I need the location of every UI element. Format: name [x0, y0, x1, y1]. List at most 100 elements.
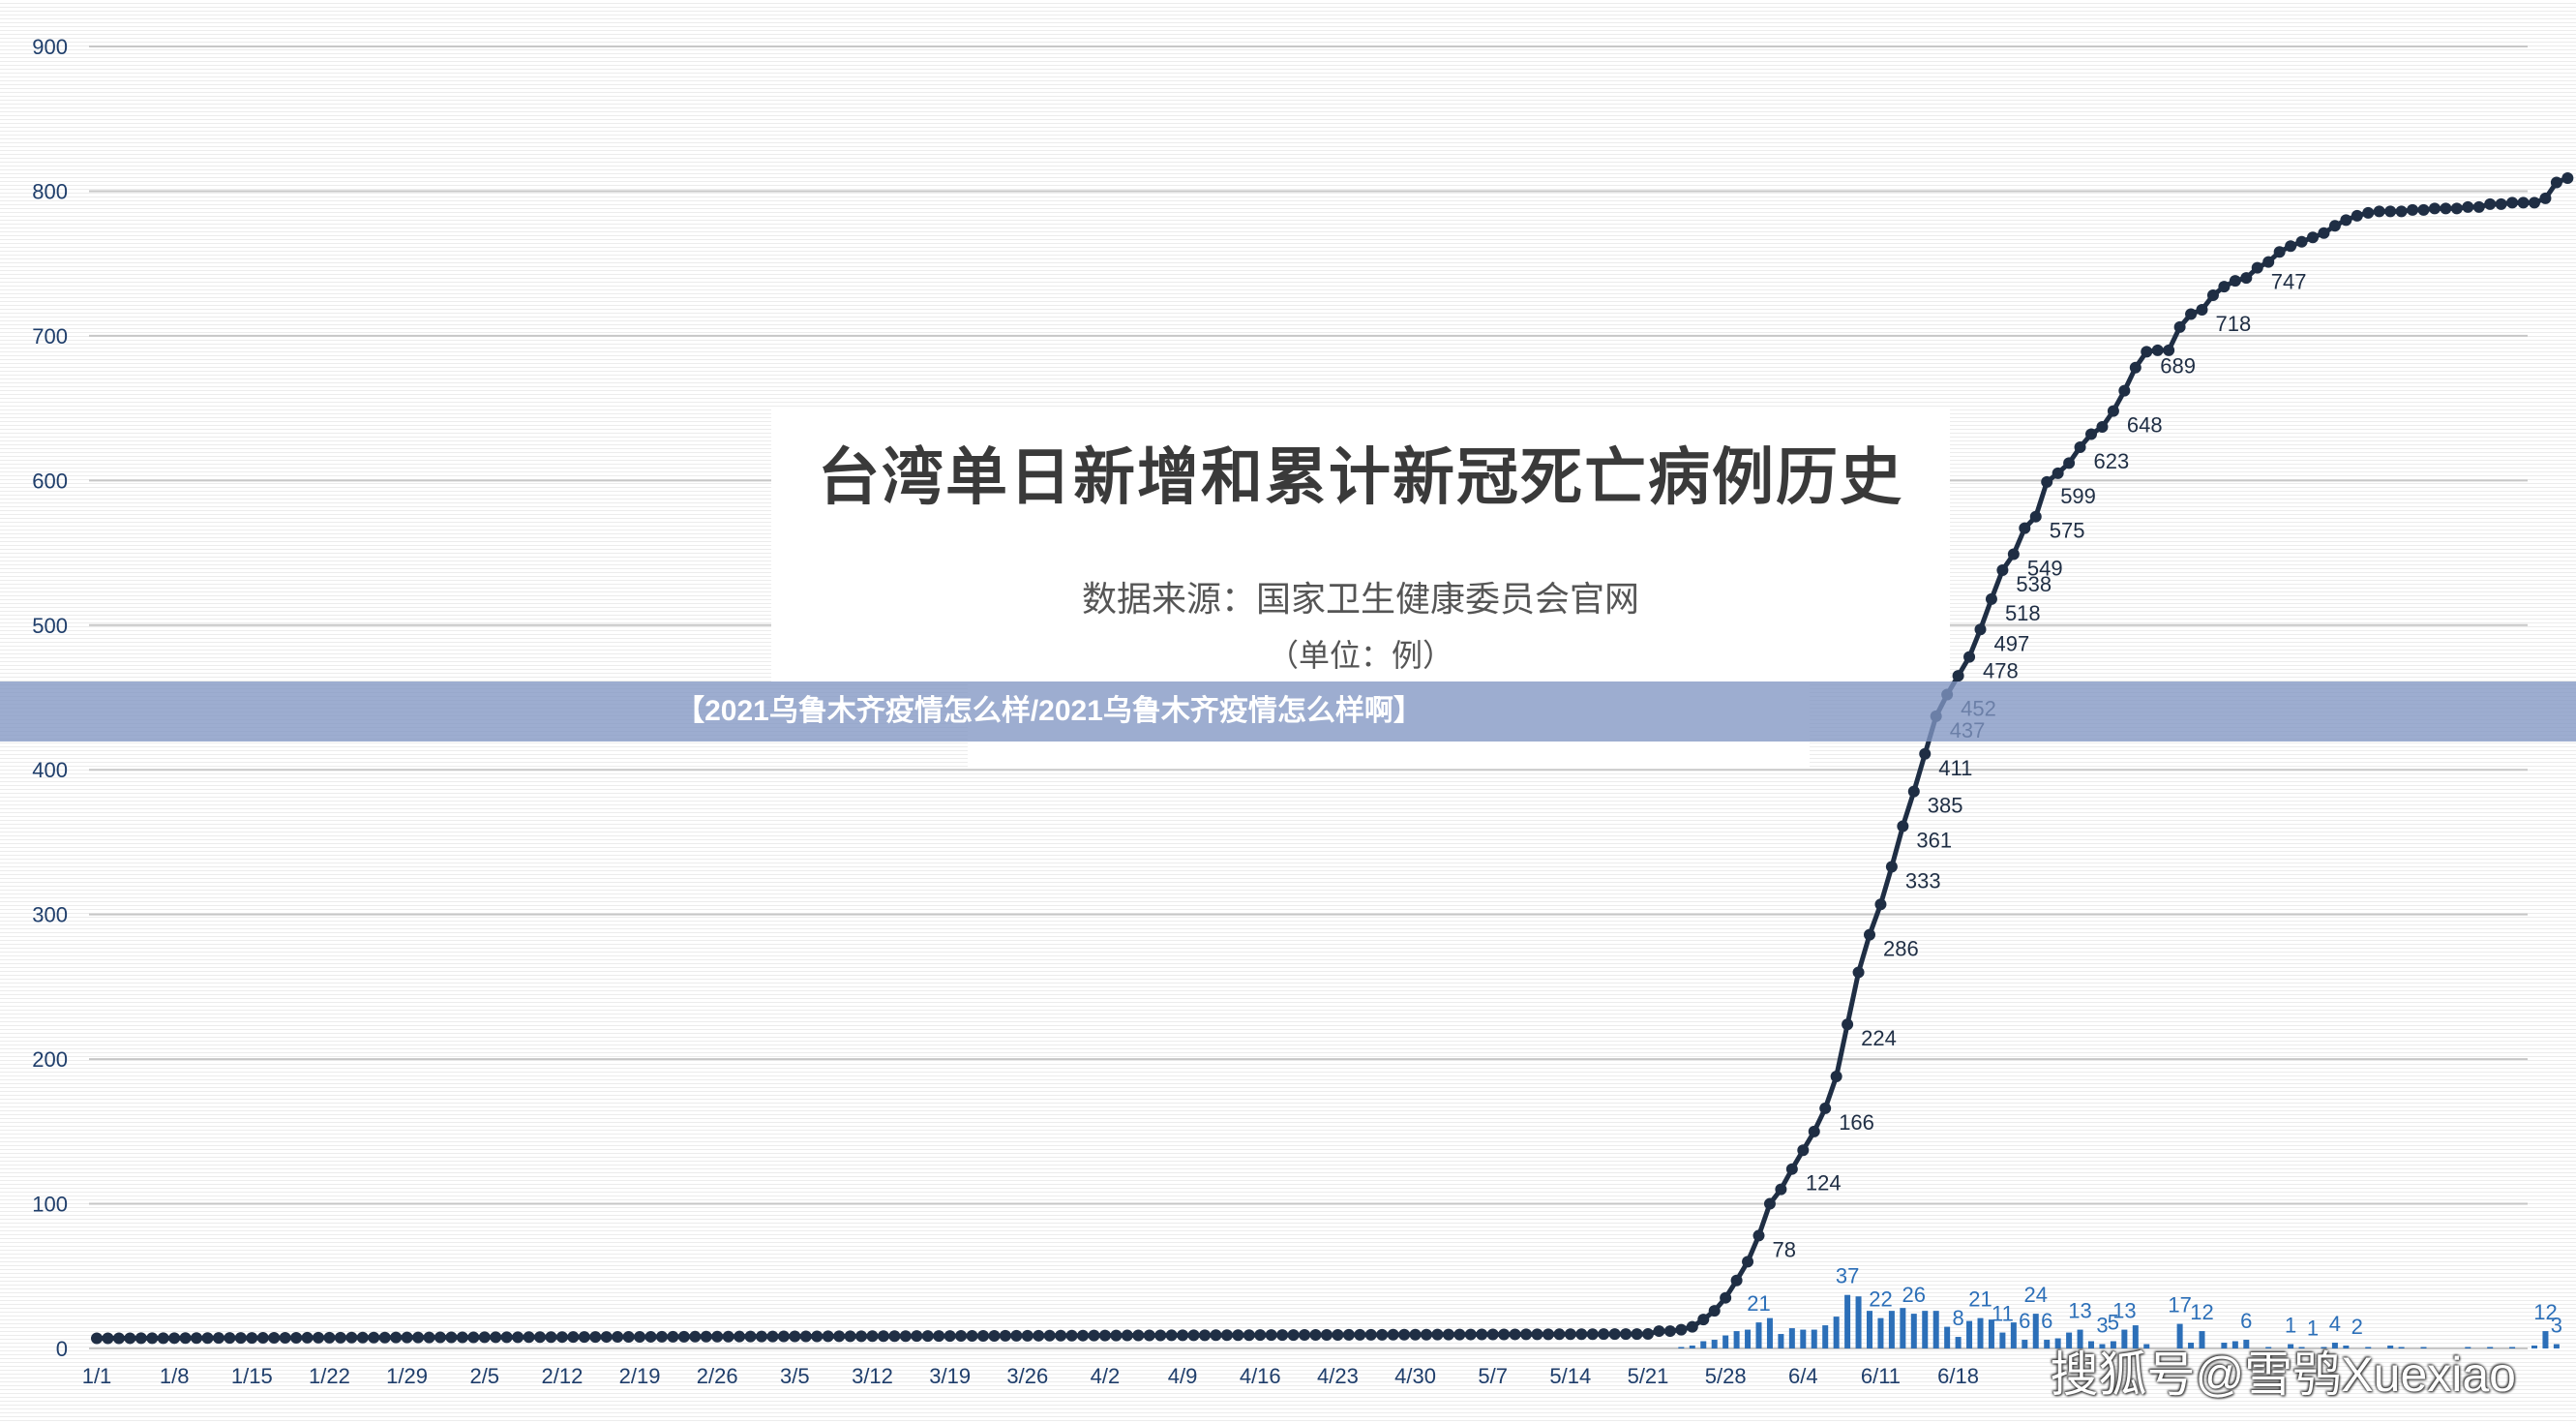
cumulative-marker	[1409, 1328, 1422, 1341]
cumulative-marker	[1299, 1329, 1311, 1342]
daily-data-label: 6	[2041, 1309, 2052, 1333]
cumulative-marker	[1907, 785, 1920, 798]
cumulative-marker	[2529, 197, 2540, 209]
cumulative-marker	[789, 1330, 801, 1343]
cumulative-marker	[2472, 200, 2485, 213]
cumulative-marker	[2118, 384, 2131, 397]
banner-text: 【2021乌鲁木齐疫情怎么样/2021乌鲁木齐疫情怎么样啊】	[675, 695, 1423, 727]
daily-bar	[2298, 1347, 2305, 1348]
daily-bar	[1955, 1337, 1962, 1348]
cumulative-marker	[2262, 256, 2275, 268]
cumulative-marker	[1985, 592, 1997, 605]
daily-bar	[2066, 1332, 2073, 1348]
daily-data-label: 12	[2533, 1300, 2557, 1324]
cumulative-marker	[2440, 202, 2452, 215]
cumulative-marker	[1354, 1328, 1366, 1341]
cumulative-marker	[1996, 563, 2009, 576]
daily-data-label: 12	[2190, 1300, 2213, 1324]
cumulative-marker	[401, 1331, 413, 1344]
daily-bar	[1733, 1331, 1740, 1348]
cumulative-marker	[855, 1330, 868, 1343]
cumulative-marker	[1708, 1305, 1721, 1317]
cumulative-marker	[799, 1330, 812, 1343]
cumulative-marker	[944, 1330, 956, 1343]
cumulative-marker	[179, 1332, 192, 1345]
cumulative-marker	[921, 1330, 934, 1343]
daily-data-label: 3	[2096, 1314, 2108, 1338]
y-tick-label: 700	[32, 324, 68, 348]
cumulative-marker	[1110, 1329, 1123, 1342]
cumulative-marker	[456, 1331, 468, 1344]
cumulative-marker	[734, 1330, 746, 1343]
cumulative-marker	[279, 1331, 291, 1344]
cumulative-marker	[866, 1330, 879, 1343]
cumulative-marker	[700, 1330, 712, 1343]
cumulative-marker	[2417, 203, 2430, 216]
cumulative-marker	[1897, 820, 1909, 833]
cumulative-marker	[1243, 1329, 1255, 1342]
cumulative-marker	[1752, 1229, 1765, 1242]
daily-bar	[1700, 1341, 1707, 1348]
cumulative-marker	[246, 1332, 258, 1345]
cumulative-marker	[1675, 1323, 1688, 1336]
daily-data-label: 8	[1952, 1306, 1963, 1330]
cumulative-marker	[1564, 1328, 1576, 1341]
cumulative-marker	[811, 1330, 824, 1343]
cumulative-data-label: 648	[2127, 413, 2163, 438]
cumulative-marker	[500, 1331, 513, 1344]
cumulative-data-label: 538	[2016, 572, 2052, 596]
cumulative-marker	[1476, 1328, 1488, 1341]
daily-data-label: 2	[2351, 1315, 2363, 1339]
cumulative-data-label: 411	[1938, 756, 1972, 780]
cumulative-marker	[555, 1331, 568, 1344]
cumulative-marker	[2218, 281, 2231, 293]
cumulative-data-label: 747	[2271, 270, 2307, 294]
cumulative-marker	[1830, 1071, 1842, 1083]
cumulative-marker	[1797, 1144, 1810, 1157]
daily-data-label: 21	[1968, 1287, 1992, 1312]
daily-bars	[1678, 1294, 2560, 1348]
cumulative-marker	[1364, 1328, 1377, 1341]
cumulative-marker	[1720, 1291, 1732, 1304]
cumulative-marker	[1276, 1329, 1289, 1342]
cumulative-marker	[467, 1331, 480, 1344]
cumulative-marker	[822, 1330, 834, 1343]
cumulative-marker	[1387, 1328, 1399, 1341]
cumulative-marker	[578, 1331, 590, 1344]
cumulative-marker	[2373, 205, 2385, 218]
daily-bar	[2387, 1346, 2394, 1348]
daily-data-label: 13	[2068, 1299, 2091, 1323]
daily-bar	[2010, 1322, 2017, 1348]
daily-bar	[1822, 1325, 1829, 1348]
cumulative-marker	[1077, 1329, 1090, 1342]
cumulative-marker	[1265, 1329, 1277, 1342]
cumulative-marker	[1864, 928, 1875, 941]
cumulative-data-labels: 7812416622428633336138541143745247849751…	[1773, 270, 2307, 1262]
cumulative-marker	[1453, 1328, 1466, 1341]
cumulative-marker	[323, 1331, 336, 1344]
cumulative-marker	[744, 1330, 757, 1343]
daily-bar	[1977, 1317, 1984, 1348]
cumulative-marker	[2340, 214, 2352, 227]
cumulative-marker	[545, 1331, 557, 1344]
daily-bar	[1745, 1329, 1752, 1348]
cumulative-marker	[2163, 344, 2175, 356]
daily-data-label: 4	[2329, 1312, 2341, 1336]
daily-bar	[2398, 1347, 2405, 1348]
y-tick-label: 200	[32, 1047, 68, 1072]
cumulative-marker	[1143, 1329, 1155, 1342]
cumulative-marker	[1919, 747, 1932, 760]
x-tick-label: 1/15	[231, 1364, 273, 1388]
cumulative-marker	[1730, 1274, 1743, 1287]
cumulative-marker	[999, 1329, 1011, 1342]
cumulative-marker	[1852, 966, 1865, 979]
cumulative-marker	[1021, 1329, 1033, 1342]
cumulative-marker	[1653, 1325, 1665, 1338]
cumulative-marker	[2506, 197, 2519, 209]
cumulative-data-label: 224	[1861, 1026, 1897, 1050]
x-tick-label: 6/4	[1788, 1364, 1818, 1388]
daily-data-label: 37	[1836, 1264, 1859, 1288]
cumulative-marker	[899, 1330, 912, 1343]
chart-unit: （单位：例）	[1267, 638, 1453, 673]
cumulative-marker	[1442, 1328, 1454, 1341]
